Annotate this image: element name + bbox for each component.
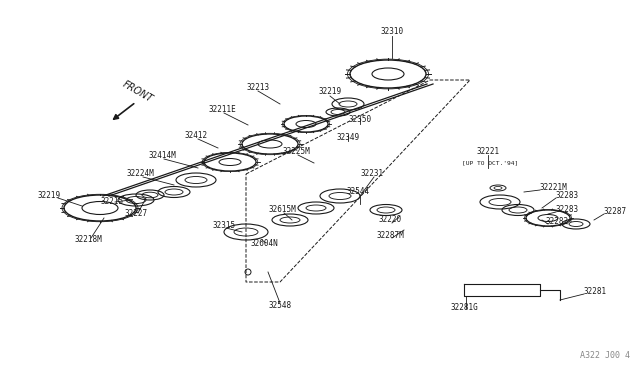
Text: 32281: 32281 (584, 288, 607, 296)
Text: 32219: 32219 (38, 192, 61, 201)
Text: 32221M: 32221M (540, 183, 568, 192)
Text: FRONT: FRONT (121, 79, 155, 105)
Text: A322 J00 4: A322 J00 4 (580, 351, 630, 360)
Text: 32315: 32315 (212, 221, 236, 231)
Text: 32227: 32227 (124, 209, 148, 218)
Text: 32221: 32221 (476, 148, 500, 157)
Text: 32544: 32544 (346, 187, 369, 196)
Text: 32220: 32220 (378, 215, 401, 224)
Text: 32350: 32350 (348, 115, 372, 125)
Text: 32213: 32213 (246, 83, 269, 93)
Text: 32231: 32231 (360, 170, 383, 179)
Text: 32282: 32282 (546, 218, 569, 227)
Text: 32548: 32548 (268, 301, 292, 311)
Text: 32225M: 32225M (282, 148, 310, 157)
Text: 32287: 32287 (604, 208, 627, 217)
Text: 32283: 32283 (556, 205, 579, 215)
Text: 32349: 32349 (337, 134, 360, 142)
Text: 32287M: 32287M (376, 231, 404, 241)
Text: 32219: 32219 (319, 87, 342, 96)
Text: 32615M: 32615M (268, 205, 296, 215)
Text: 32283: 32283 (556, 192, 579, 201)
Text: 32310: 32310 (380, 28, 404, 36)
Text: 32218M: 32218M (74, 235, 102, 244)
Text: 32412: 32412 (184, 131, 207, 141)
Text: 32281G: 32281G (450, 304, 478, 312)
Text: 32211E: 32211E (208, 106, 236, 115)
Text: 32215: 32215 (100, 198, 124, 206)
Text: 32414M: 32414M (148, 151, 176, 160)
Text: 32224M: 32224M (126, 170, 154, 179)
Text: 32604N: 32604N (250, 240, 278, 248)
Text: [UP TO OCT.'94]: [UP TO OCT.'94] (462, 160, 518, 166)
